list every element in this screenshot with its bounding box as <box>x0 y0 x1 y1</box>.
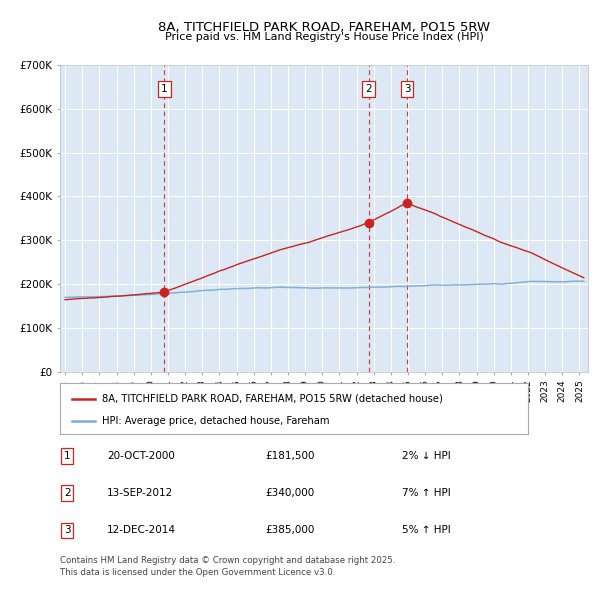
Text: 3: 3 <box>404 84 410 94</box>
Text: 3: 3 <box>64 526 71 536</box>
Text: HPI: Average price, detached house, Fareham: HPI: Average price, detached house, Fare… <box>102 415 329 425</box>
Text: 12-DEC-2014: 12-DEC-2014 <box>107 526 176 536</box>
Text: 8A, TITCHFIELD PARK ROAD, FAREHAM, PO15 5RW: 8A, TITCHFIELD PARK ROAD, FAREHAM, PO15 … <box>158 21 490 34</box>
Text: £385,000: £385,000 <box>265 526 314 536</box>
Text: 20-OCT-2000: 20-OCT-2000 <box>107 451 175 461</box>
Text: 2: 2 <box>64 489 71 499</box>
Text: 1: 1 <box>64 451 71 461</box>
Text: 5% ↑ HPI: 5% ↑ HPI <box>403 526 451 536</box>
Text: Contains HM Land Registry data © Crown copyright and database right 2025.
This d: Contains HM Land Registry data © Crown c… <box>60 556 395 577</box>
Text: 8A, TITCHFIELD PARK ROAD, FAREHAM, PO15 5RW (detached house): 8A, TITCHFIELD PARK ROAD, FAREHAM, PO15 … <box>102 394 443 404</box>
Text: 1: 1 <box>161 84 168 94</box>
Text: 2: 2 <box>365 84 372 94</box>
Text: 2% ↓ HPI: 2% ↓ HPI <box>403 451 451 461</box>
Text: £181,500: £181,500 <box>265 451 315 461</box>
Text: Price paid vs. HM Land Registry's House Price Index (HPI): Price paid vs. HM Land Registry's House … <box>164 32 484 42</box>
Text: 7% ↑ HPI: 7% ↑ HPI <box>403 489 451 499</box>
Text: £340,000: £340,000 <box>265 489 314 499</box>
Text: 13-SEP-2012: 13-SEP-2012 <box>107 489 173 499</box>
